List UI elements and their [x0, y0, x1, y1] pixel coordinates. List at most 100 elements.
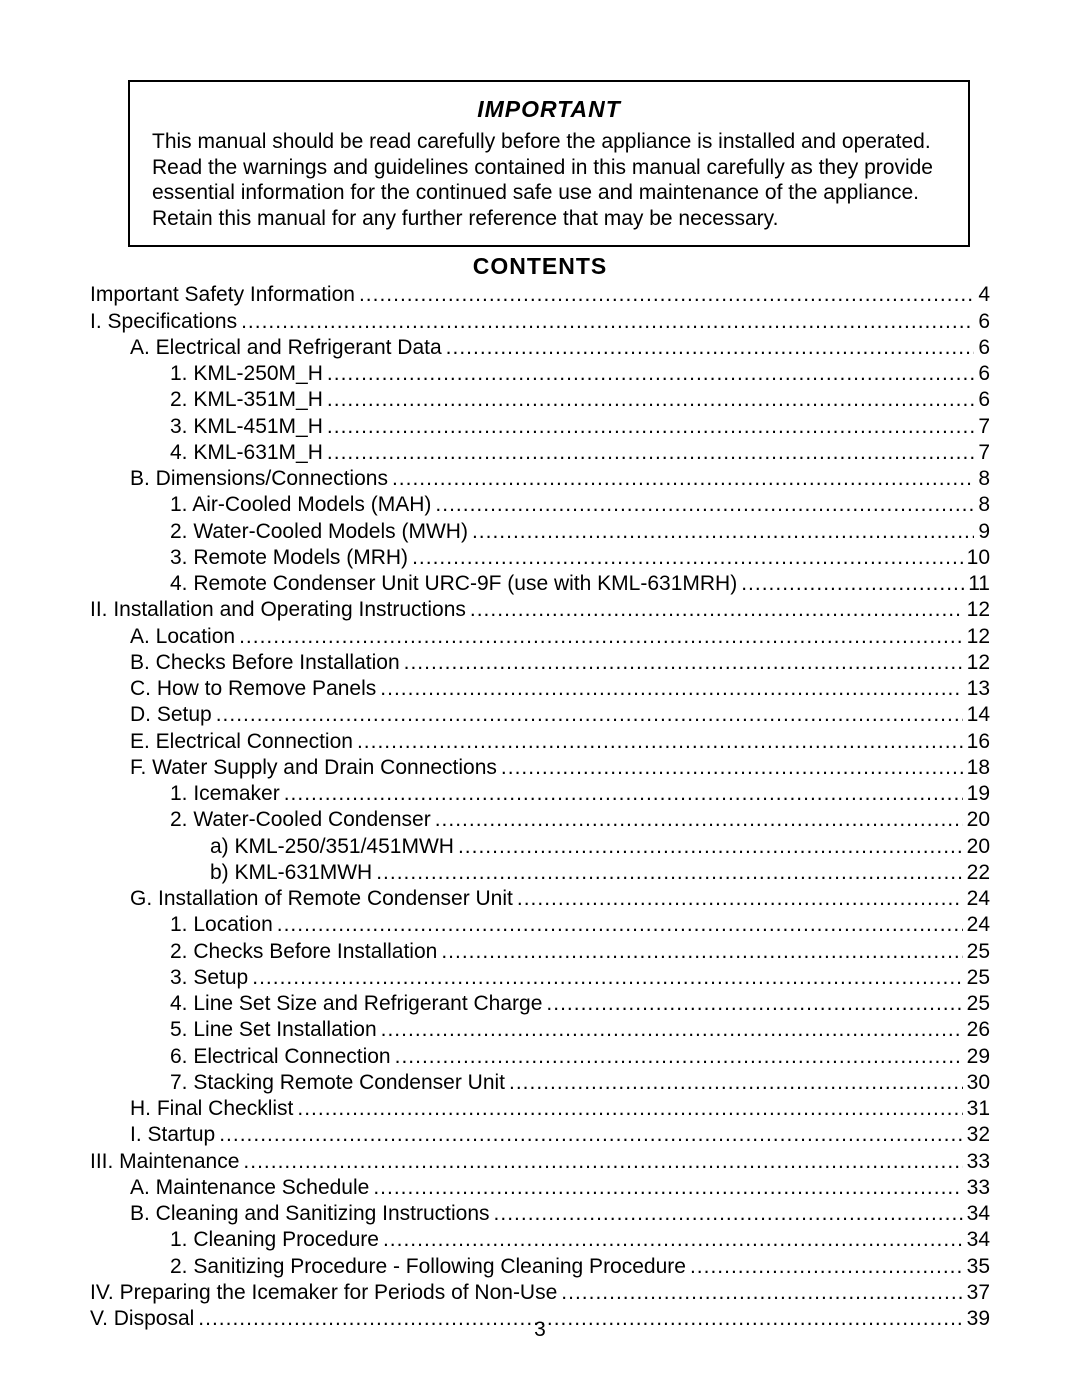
toc-entry: II. Installation and Operating Instructi…	[90, 597, 990, 623]
toc-title: 2. Water-Cooled Models (MWH)	[170, 519, 468, 545]
toc-entry: 2. Checks Before Installation 25	[90, 939, 990, 965]
toc-page-number: 4	[978, 282, 990, 308]
toc-page-number: 11	[968, 571, 990, 597]
toc-entry: 4. Line Set Size and Refrigerant Charge 2…	[90, 991, 990, 1017]
toc-entry: B. Checks Before Installation12	[90, 650, 990, 676]
toc-page-number: 12	[967, 650, 990, 676]
toc-page-number: 12	[967, 624, 990, 650]
toc-page-number: 22	[967, 860, 990, 886]
toc-entry: III. Maintenance 33	[90, 1149, 990, 1175]
toc-title: 7. Stacking Remote Condenser Unit	[170, 1070, 505, 1096]
toc-title: 1. Cleaning Procedure	[170, 1227, 379, 1253]
toc-leader	[561, 1280, 962, 1306]
toc-page-number: 7	[978, 414, 990, 440]
toc-leader	[359, 282, 974, 308]
toc-title: G. Installation of Remote Condenser Unit	[130, 886, 513, 912]
toc-title: 3. Setup	[170, 965, 248, 991]
toc-page-number: 13	[967, 676, 990, 702]
toc-page-number: 9	[978, 519, 990, 545]
toc-title: B. Cleaning and Sanitizing Instructions	[130, 1201, 490, 1227]
toc-title: 3. Remote Models (MRH)	[170, 545, 408, 571]
toc-leader	[501, 755, 963, 781]
toc-page-number: 10	[967, 545, 990, 571]
toc-entry: 2. Sanitizing Procedure - Following Clea…	[90, 1254, 990, 1280]
toc-entry: 1. Air-Cooled Models (MAH)8	[90, 492, 990, 518]
toc-title: H. Final Checklist	[130, 1096, 293, 1122]
toc-page-number: 24	[967, 912, 990, 938]
toc-leader	[241, 309, 974, 335]
toc-leader	[327, 440, 974, 466]
toc-title: Important Safety Information	[90, 282, 355, 308]
toc-leader	[412, 545, 963, 571]
toc-entry: I. Specifications 6	[90, 309, 990, 335]
toc-leader	[395, 1044, 963, 1070]
toc-page-number: 20	[967, 807, 990, 833]
toc-leader	[284, 781, 963, 807]
toc-title: F. Water Supply and Drain Connections	[130, 755, 497, 781]
toc-entry: a) KML-250/351/451MWH 20	[90, 834, 990, 860]
toc-title: 2. Water-Cooled Condenser	[170, 807, 431, 833]
toc-title: 5. Line Set Installation	[170, 1017, 377, 1043]
toc-leader	[690, 1254, 963, 1280]
toc-entry: B. Dimensions/Connections8	[90, 466, 990, 492]
toc-page-number: 12	[967, 597, 990, 623]
toc-leader	[297, 1096, 962, 1122]
toc-entry: 1. Icemaker 19	[90, 781, 990, 807]
toc-title: a) KML-250/351/451MWH	[210, 834, 454, 860]
table-of-contents: Important Safety Information4I. Specific…	[90, 282, 990, 1332]
toc-title: 4. Line Set Size and Refrigerant Charge	[170, 991, 542, 1017]
toc-entry: G. Installation of Remote Condenser Unit…	[90, 886, 990, 912]
toc-page-number: 16	[967, 729, 990, 755]
toc-leader	[470, 597, 963, 623]
toc-title: III. Maintenance	[90, 1149, 239, 1175]
toc-page-number: 33	[967, 1149, 990, 1175]
toc-entry: 3. Setup25	[90, 965, 990, 991]
toc-entry: Important Safety Information 4	[90, 282, 990, 308]
toc-leader	[327, 387, 974, 413]
toc-page-number: 20	[967, 834, 990, 860]
toc-title: IV. Preparing the Icemaker for Periods o…	[90, 1280, 557, 1306]
toc-entry: E. Electrical Connection16	[90, 729, 990, 755]
toc-title: 3. KML-451M_H	[170, 414, 323, 440]
toc-page-number: 25	[967, 939, 990, 965]
toc-leader	[219, 1122, 962, 1148]
toc-page-number: 8	[978, 466, 990, 492]
toc-leader	[327, 361, 974, 387]
toc-leader	[494, 1201, 963, 1227]
toc-title: II. Installation and Operating Instructi…	[90, 597, 466, 623]
toc-page-number: 34	[967, 1227, 990, 1253]
toc-title: 2. Checks Before Installation	[170, 939, 437, 965]
important-box: IMPORTANT This manual should be read car…	[128, 80, 970, 247]
toc-title: I. Specifications	[90, 309, 237, 335]
toc-page-number: 32	[967, 1122, 990, 1148]
toc-entry: 4. KML-631M_H7	[90, 440, 990, 466]
toc-title: 1. Icemaker	[170, 781, 280, 807]
toc-page-number: 6	[978, 309, 990, 335]
contents-heading: CONTENTS	[90, 253, 990, 280]
toc-leader	[383, 1227, 963, 1253]
toc-page-number: 19	[967, 781, 990, 807]
toc-leader	[517, 886, 963, 912]
toc-leader	[446, 335, 975, 361]
toc-leader	[357, 729, 963, 755]
toc-page-number: 34	[967, 1201, 990, 1227]
toc-entry: b) KML-631MWH22	[90, 860, 990, 886]
toc-entry: 4. Remote Condenser Unit URC-9F (use wit…	[90, 571, 990, 597]
toc-title: A. Location	[130, 624, 235, 650]
toc-title: A. Electrical and Refrigerant Data	[130, 335, 442, 361]
toc-title: I. Startup	[130, 1122, 215, 1148]
toc-page-number: 6	[978, 335, 990, 361]
toc-entry: 3. KML-451M_H 7	[90, 414, 990, 440]
document-page: IMPORTANT This manual should be read car…	[0, 0, 1080, 1397]
toc-title: D. Setup	[130, 702, 212, 728]
toc-entry: 3. Remote Models (MRH) 10	[90, 545, 990, 571]
toc-leader	[509, 1070, 963, 1096]
toc-leader	[546, 991, 962, 1017]
toc-entry: A. Electrical and Refrigerant Data 6	[90, 335, 990, 361]
toc-leader	[252, 965, 962, 991]
toc-page-number: 35	[967, 1254, 990, 1280]
toc-leader	[381, 1017, 963, 1043]
toc-entry: I. Startup 32	[90, 1122, 990, 1148]
toc-page-number: 25	[967, 991, 990, 1017]
toc-title: A. Maintenance Schedule	[130, 1175, 369, 1201]
